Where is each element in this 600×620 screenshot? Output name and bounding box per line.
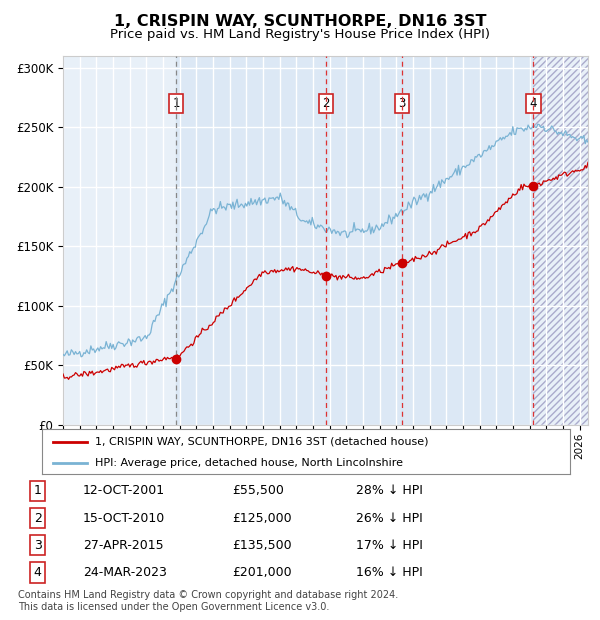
Text: HPI: Average price, detached house, North Lincolnshire: HPI: Average price, detached house, Nort… xyxy=(95,458,403,468)
Text: 24-MAR-2023: 24-MAR-2023 xyxy=(83,566,167,579)
Text: 1: 1 xyxy=(34,484,41,497)
Text: 3: 3 xyxy=(398,97,406,110)
Bar xyxy=(402,56,533,425)
Text: 15-OCT-2010: 15-OCT-2010 xyxy=(83,512,165,525)
Text: £201,000: £201,000 xyxy=(232,566,292,579)
Text: Price paid vs. HM Land Registry's House Price Index (HPI): Price paid vs. HM Land Registry's House … xyxy=(110,28,490,41)
Bar xyxy=(326,56,402,425)
Text: 4: 4 xyxy=(34,566,41,579)
Text: 28% ↓ HPI: 28% ↓ HPI xyxy=(356,484,423,497)
Text: 4: 4 xyxy=(530,97,537,110)
Text: 2: 2 xyxy=(34,512,41,525)
Text: 26% ↓ HPI: 26% ↓ HPI xyxy=(356,512,423,525)
Text: 2: 2 xyxy=(322,97,330,110)
Text: £55,500: £55,500 xyxy=(232,484,284,497)
Text: 27-APR-2015: 27-APR-2015 xyxy=(83,539,163,552)
Text: £135,500: £135,500 xyxy=(232,539,292,552)
Bar xyxy=(176,56,326,425)
Text: 1, CRISPIN WAY, SCUNTHORPE, DN16 3ST (detached house): 1, CRISPIN WAY, SCUNTHORPE, DN16 3ST (de… xyxy=(95,436,428,446)
Text: Contains HM Land Registry data © Crown copyright and database right 2024.
This d: Contains HM Land Registry data © Crown c… xyxy=(18,590,398,612)
Bar xyxy=(533,56,588,425)
Text: 12-OCT-2001: 12-OCT-2001 xyxy=(83,484,165,497)
Text: 16% ↓ HPI: 16% ↓ HPI xyxy=(356,566,423,579)
Text: 17% ↓ HPI: 17% ↓ HPI xyxy=(356,539,423,552)
Text: 1: 1 xyxy=(172,97,180,110)
Text: 3: 3 xyxy=(34,539,41,552)
Text: 1, CRISPIN WAY, SCUNTHORPE, DN16 3ST: 1, CRISPIN WAY, SCUNTHORPE, DN16 3ST xyxy=(114,14,486,29)
Text: £125,000: £125,000 xyxy=(232,512,292,525)
